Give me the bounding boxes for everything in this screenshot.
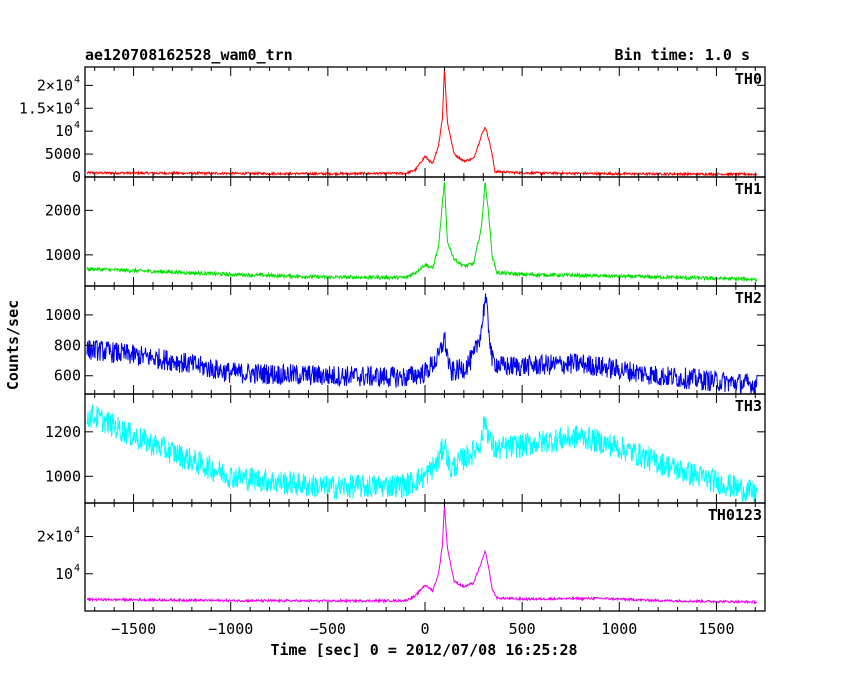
panel-label-th0123: TH0123 bbox=[708, 506, 762, 524]
y-tick-label: 5000 bbox=[45, 145, 81, 163]
y-tick-exponent: 4 bbox=[74, 563, 80, 574]
y-tick-label: 1000 bbox=[45, 306, 81, 324]
y-tick-exponent: 4 bbox=[74, 526, 80, 537]
y-tick-exponent: 4 bbox=[74, 97, 80, 108]
x-tick-label: −1500 bbox=[111, 620, 156, 638]
y-tick-label: 600 bbox=[54, 367, 81, 385]
x-tick-label: −1000 bbox=[208, 620, 253, 638]
series-line-th1 bbox=[86, 181, 758, 283]
y-tick-label: 1000 bbox=[45, 467, 81, 485]
bin-time-label: Bin time: 1.0 s bbox=[615, 46, 750, 64]
x-axis-label: Time [sec] 0 = 2012/07/08 16:25:28 bbox=[270, 641, 577, 659]
series-line-th3 bbox=[86, 404, 758, 503]
y-tick-label: 800 bbox=[54, 336, 81, 354]
series-line-th0123 bbox=[86, 506, 758, 605]
y-tick-label: 2×10 bbox=[37, 76, 73, 94]
panel-frame-th1 bbox=[84, 176, 766, 287]
series-line-th0 bbox=[86, 67, 758, 178]
x-tick-label: 1500 bbox=[698, 620, 734, 638]
x-tick-label: 500 bbox=[509, 620, 536, 638]
y-tick-label: 1000 bbox=[45, 246, 81, 264]
panel-label-th1: TH1 bbox=[735, 180, 762, 198]
panel-label-th3: TH3 bbox=[735, 397, 762, 415]
y-tick-label: 10 bbox=[55, 122, 73, 140]
y-tick-label: 2×10 bbox=[37, 528, 73, 546]
y-tick-label: 10 bbox=[55, 565, 73, 583]
panel-label-th2: TH2 bbox=[735, 289, 762, 307]
y-tick-exponent: 4 bbox=[74, 120, 80, 131]
panel-label-th0: TH0 bbox=[735, 70, 762, 88]
panel-frame-th3 bbox=[84, 393, 766, 504]
y-tick-label: 0 bbox=[72, 168, 81, 186]
y-tick-label: 1.5×10 bbox=[19, 99, 73, 117]
y-tick-exponent: 4 bbox=[74, 74, 80, 85]
panel-frame-th0123 bbox=[84, 502, 766, 612]
y-tick-label: 2000 bbox=[45, 201, 81, 219]
x-tick-label: −500 bbox=[310, 620, 346, 638]
panel-frame-th0 bbox=[84, 66, 766, 178]
chart-title: ae120708162528_wam0_trn bbox=[85, 46, 293, 64]
x-tick-label: 1000 bbox=[601, 620, 637, 638]
y-axis-label: Counts/sec bbox=[4, 300, 22, 390]
series-line-th2 bbox=[86, 293, 758, 396]
y-tick-label: 1200 bbox=[45, 423, 81, 441]
x-tick-label: 0 bbox=[420, 620, 429, 638]
